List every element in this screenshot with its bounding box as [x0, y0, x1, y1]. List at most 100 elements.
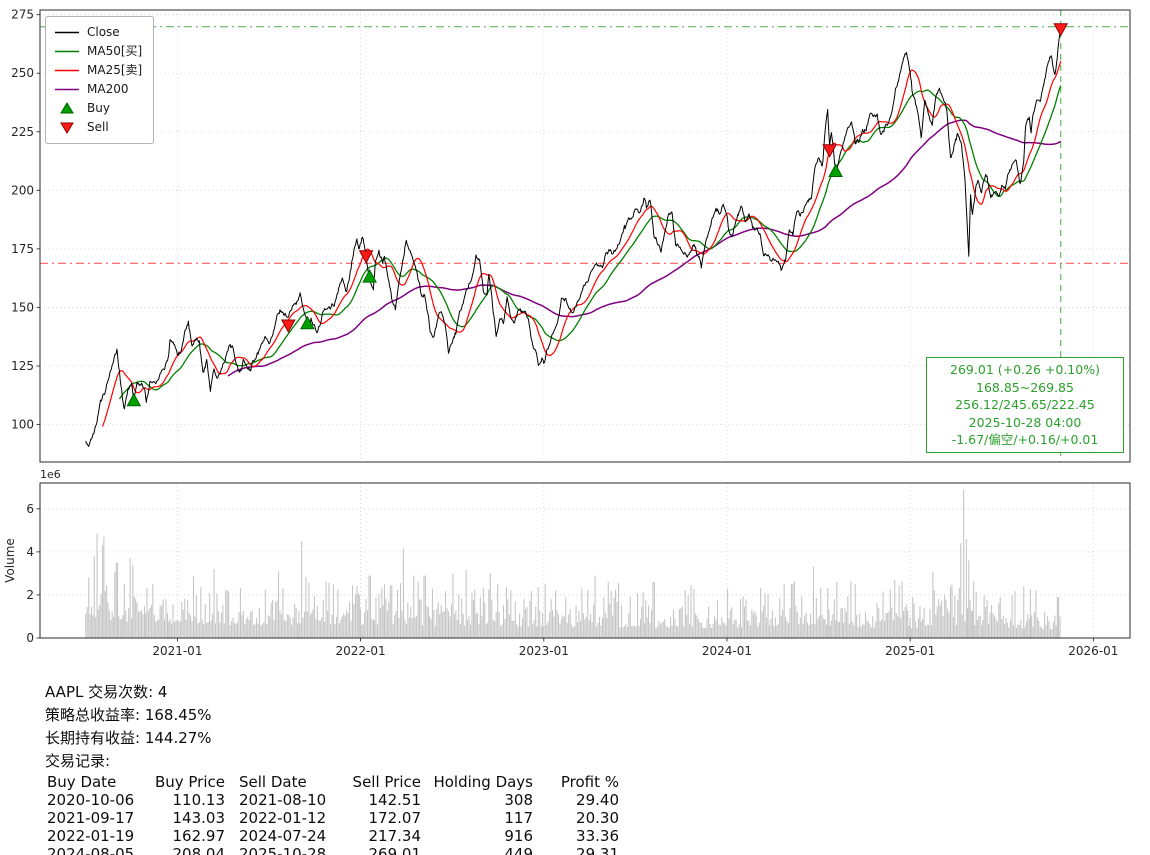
trade-cell: 2024-08-05: [47, 845, 135, 855]
volume-axis-label: Volume: [3, 538, 17, 583]
trades-header-cell: Profit %: [560, 773, 619, 791]
volume-tick-label: 2: [26, 588, 34, 602]
stats-block: AAPL 交易次数: 4 策略总收益率: 168.45% 长期持有收益: 144…: [45, 681, 619, 855]
price-tick-label: 150: [11, 300, 34, 314]
annotation-line: 269.01 (+0.26 +0.10%): [950, 362, 1100, 377]
price-volume-chart: 2021-01 2022-01 2023-01 2024-01 2025-01 2026-…: [3, 8, 1131, 658]
legend-line-icon: [55, 50, 79, 53]
volume-tick-label: 0: [26, 631, 34, 645]
series-ma200: [227, 119, 1062, 377]
buy-marker-icon: [828, 163, 843, 177]
stats-records-label: 交易记录:: [45, 752, 111, 770]
series-ma25-: [101, 60, 1062, 427]
trade-cell: 117: [504, 809, 533, 827]
volume-bars: [85, 489, 1061, 638]
legend-label: MA25[卖]: [87, 63, 143, 77]
legend-label: Close: [87, 25, 120, 39]
trades-header-row: Buy Date Buy Price Sell Date Sell Price Hold…: [47, 773, 619, 791]
series-close: [85, 28, 1062, 447]
volume-tick-label: 4: [26, 545, 34, 559]
trade-row: 2022-01-19 162.97 2024-07-24 217.34 916 33.36: [47, 827, 619, 845]
sell-marker-icon: [60, 122, 74, 134]
buy-marker-icon: [60, 102, 74, 114]
price-tick-label: 175: [11, 242, 34, 256]
trade-cell: 2025-10-28: [239, 845, 327, 855]
x-tick-label: 2026-01: [1068, 644, 1118, 658]
trade-cell: 916: [504, 827, 533, 845]
sell-marker-icon: [358, 250, 374, 264]
trade-cell: 269.01: [368, 845, 422, 855]
legend-line-icon: [55, 69, 79, 72]
trades-header-cell: Sell Date: [239, 773, 307, 791]
trade-cell: 217.34: [368, 827, 422, 845]
trade-cell: 2020-10-06: [47, 791, 135, 809]
trade-cell: 143.03: [172, 809, 226, 827]
sell-marker-icon: [822, 144, 837, 158]
trade-cell: 2024-07-24: [239, 827, 327, 845]
legend-line-icon: [55, 88, 79, 91]
trade-cell: 2022-01-19: [47, 827, 135, 845]
x-tick-label: 2025-01: [885, 644, 935, 658]
buy-marker-icon: [300, 315, 315, 330]
legend-label: MA50[买]: [87, 44, 143, 58]
price-tick-label: 225: [11, 125, 34, 139]
trades-header-cell: Sell Price: [352, 773, 421, 791]
legend-label: Sell: [87, 120, 109, 134]
sell-marker-icon: [1053, 23, 1069, 37]
trades-header-cell: Buy Price: [154, 773, 225, 791]
trade-cell: 2022-01-12: [239, 809, 327, 827]
legend-item-ma200: MA200: [54, 80, 142, 99]
trade-cell: 2021-09-17: [47, 809, 135, 827]
annotation-line: 256.12/245.65/222.45: [955, 397, 1095, 412]
trade-cell: 449: [504, 845, 533, 855]
trades-header-cell: Holding Days: [433, 773, 533, 791]
trade-cell: 33.36: [576, 827, 619, 845]
trades-header-cell: Buy Date: [47, 773, 117, 791]
trade-cell: 29.31: [576, 845, 619, 855]
legend-item-sell: Sell: [54, 118, 142, 137]
x-tick-label: 2022-01: [336, 644, 386, 658]
trade-cell: 142.51: [368, 791, 422, 809]
series-ma50-: [118, 85, 1062, 400]
volume-offset-label: 1e6: [40, 468, 61, 481]
x-tick-label: 2024-01: [702, 644, 752, 658]
trade-cell: 308: [504, 791, 533, 809]
annotation-line: -1.67/偏空/+0.16/+0.01: [951, 432, 1099, 447]
trade-row: 2020-10-06 110.13 2021-08-10 142.51 308 29.40: [47, 791, 619, 809]
legend-line-icon: [55, 31, 79, 34]
trade-cell: 2021-08-10: [239, 791, 327, 809]
legend-item-close: Close: [54, 23, 142, 42]
trade-row: 2024-08-05 208.04 2025-10-28 269.01 449 29.31: [47, 845, 619, 855]
trade-cell: 208.04: [172, 845, 226, 855]
trade-cell: 29.40: [576, 791, 619, 809]
chart-legend: Close MA50[买] MA25[卖] MA200 Buy Sell: [45, 16, 155, 144]
x-tick-label: 2023-01: [519, 644, 569, 658]
stats-strategy-return: 策略总收益率: 168.45%: [45, 706, 212, 724]
trade-cell: 110.13: [172, 791, 226, 809]
stats-hold-return: 长期持有收益: 144.27%: [45, 729, 212, 747]
buy-marker-icon: [126, 392, 142, 407]
stats-trade-count: AAPL 交易次数: 4: [45, 683, 168, 701]
quote-annotation: 269.01 (+0.26 +0.10%) 168.85~269.85 256.12…: [926, 357, 1124, 453]
price-tick-label: 275: [11, 8, 34, 22]
price-tick-label: 100: [11, 418, 34, 432]
legend-label: MA200: [87, 82, 129, 96]
annotation-line: 168.85~269.85: [976, 379, 1074, 395]
trade-cell: 162.97: [172, 827, 226, 845]
trades-table: Buy Date Buy Price Sell Date Sell Price Hold…: [47, 773, 619, 855]
legend-label: Buy: [87, 101, 110, 115]
trade-cell: 172.07: [368, 809, 422, 827]
trade-row: 2021-09-17 143.03 2022-01-12 172.07 117 20.30: [47, 809, 619, 827]
trade-cell: 20.30: [576, 809, 619, 827]
buy-marker-icon: [362, 269, 377, 283]
volume-tick-label: 6: [26, 502, 34, 516]
legend-item-ma50-: MA50[买]: [54, 42, 142, 61]
sell-marker-icon: [280, 319, 296, 334]
price-tick-label: 200: [11, 183, 34, 197]
x-tick-label: 2021-01: [152, 644, 202, 658]
price-tick-label: 250: [11, 66, 34, 80]
legend-item-ma25-: MA25[卖]: [54, 61, 142, 80]
annotation-line: 2025-10-28 04:00: [968, 414, 1082, 430]
price-tick-label: 125: [11, 359, 34, 373]
